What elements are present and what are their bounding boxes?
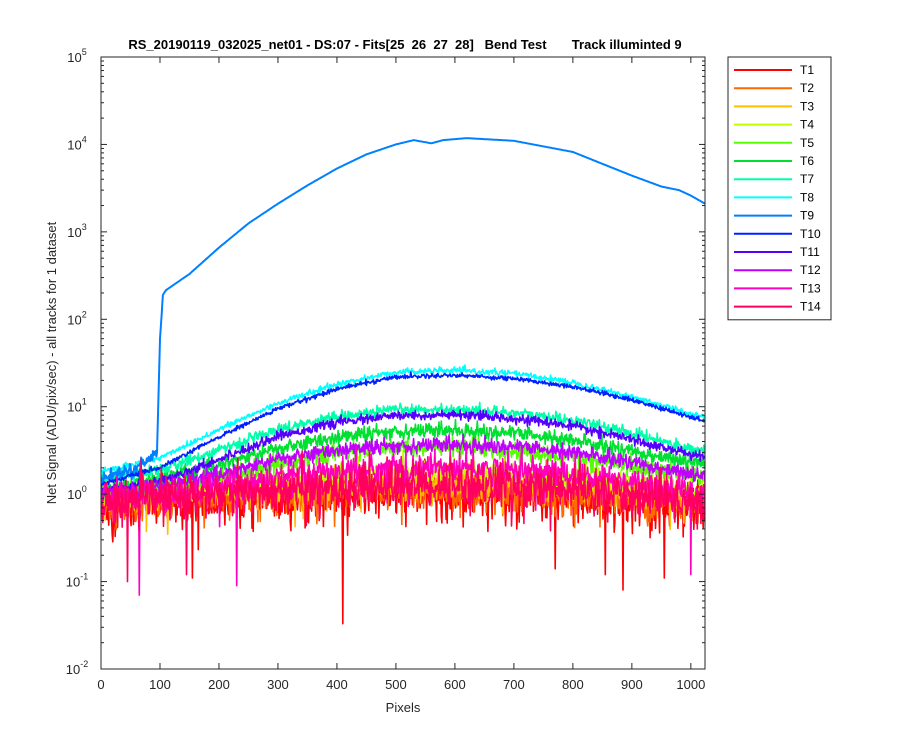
legend-label-t5: T5: [800, 136, 814, 150]
y-tick-label: 103: [67, 222, 86, 240]
y-tick-label: 100: [67, 484, 86, 502]
legend-label-t12: T12: [800, 263, 821, 277]
y-tick-label: 101: [67, 397, 86, 415]
y-tick-exponent: 0: [82, 484, 87, 494]
axes-frame: [100, 56, 706, 670]
chart-title: RS_20190119_032025_net01 - DS:07 - Fits[…: [128, 37, 681, 52]
y-tick-base: 10: [66, 575, 80, 590]
y-axis-label: Net Signal (ADU/pix/sec) - all tracks fo…: [44, 221, 59, 504]
legend-label-t1: T1: [800, 63, 814, 77]
y-tick-label: 10-2: [66, 659, 88, 677]
y-tick-exponent: -2: [80, 659, 88, 669]
y-tick-base: 10: [66, 662, 80, 677]
series-line-t12: [101, 433, 705, 503]
series-line-t6: [101, 418, 705, 493]
x-tick-label: 1000: [676, 677, 705, 692]
series-line-t7: [101, 401, 705, 484]
x-tick-label: 300: [267, 677, 289, 692]
x-tick-label: 700: [503, 677, 525, 692]
y-tick-base: 10: [67, 312, 81, 327]
legend-label-t8: T8: [800, 190, 814, 204]
axes-background: [101, 57, 705, 669]
legend-label-t11: T11: [800, 245, 820, 259]
legend-label-t4: T4: [800, 118, 814, 132]
legend: T1 T2 T3 T4 T5 T6 T7 T8 T9 T10 T11 T12 T13 T14: [727, 56, 832, 321]
series-line-t10: [101, 371, 705, 488]
x-tick-label: 0: [97, 677, 104, 692]
y-tick-exponent: 3: [82, 222, 87, 232]
y-tick-base: 10: [67, 225, 81, 240]
y-tick-base: 10: [67, 487, 81, 502]
y-tick-label: 104: [67, 134, 86, 152]
x-axis: 0 100 200 300 400 500 600 700 800 900 1000: [97, 57, 705, 692]
legend-label-t6: T6: [800, 154, 814, 168]
legend-label-t7: T7: [800, 172, 814, 186]
legend-label-t2: T2: [800, 81, 814, 95]
y-tick-base: 10: [67, 50, 81, 65]
legend-label-t14: T14: [800, 300, 821, 314]
x-tick-label: 400: [326, 677, 348, 692]
series-line-t11: [101, 409, 705, 494]
x-tick-label: 800: [562, 677, 584, 692]
legend-label-t10: T10: [800, 227, 821, 241]
y-tick-base: 10: [67, 400, 81, 415]
series-line-t9: [101, 137, 705, 486]
legend-label-t3: T3: [800, 99, 814, 113]
series-line-t14: [101, 449, 705, 583]
y-tick-label: 105: [67, 47, 86, 65]
x-axis-label: Pixels: [386, 700, 421, 715]
y-tick-exponent: 4: [82, 134, 87, 144]
x-tick-label: 200: [208, 677, 230, 692]
x-tick-label: 100: [149, 677, 171, 692]
legend-label-t13: T13: [800, 281, 821, 295]
y-tick-label: 10-1: [66, 572, 88, 590]
y-tick-exponent: -1: [80, 572, 88, 582]
x-tick-label: 500: [385, 677, 407, 692]
legend-box: [727, 56, 832, 321]
y-tick-label: 102: [67, 309, 86, 327]
y-tick-exponent: 1: [82, 397, 87, 407]
y-tick-exponent: 2: [82, 309, 87, 319]
y-tick-exponent: 5: [82, 47, 87, 57]
legend-label-t9: T9: [800, 209, 814, 223]
plot-area: [101, 137, 705, 625]
x-tick-label: 900: [621, 677, 643, 692]
x-tick-label: 600: [444, 677, 466, 692]
y-tick-base: 10: [67, 137, 81, 152]
series-line-t8: [101, 364, 705, 475]
